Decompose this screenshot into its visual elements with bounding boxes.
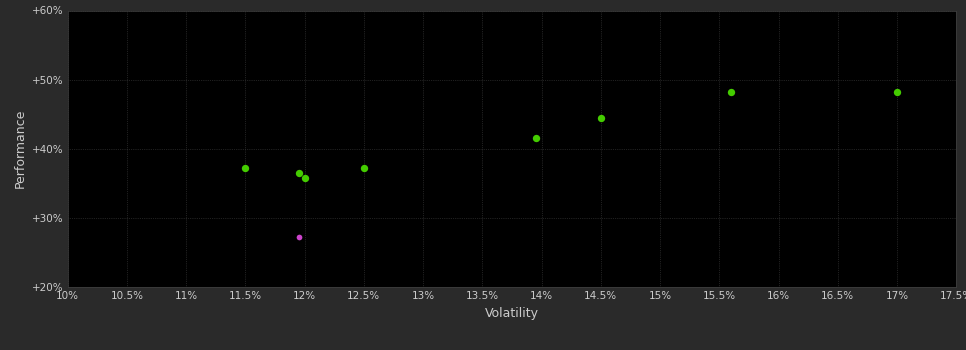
- X-axis label: Volatility: Volatility: [485, 307, 539, 320]
- Point: [291, 170, 306, 176]
- Point: [356, 165, 372, 171]
- Point: [238, 165, 253, 171]
- Point: [890, 89, 905, 95]
- Point: [297, 176, 312, 181]
- Point: [593, 115, 609, 120]
- Y-axis label: Performance: Performance: [14, 109, 26, 188]
- Point: [724, 89, 739, 95]
- Point: [528, 135, 544, 141]
- Point: [291, 234, 306, 240]
